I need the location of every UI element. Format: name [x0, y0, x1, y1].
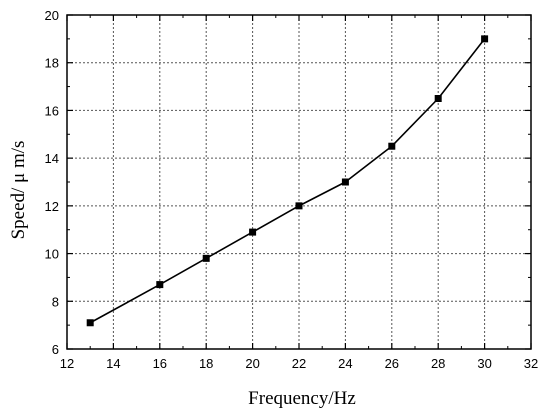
x-tick-label: 30: [477, 356, 491, 371]
y-tick-label: 12: [45, 199, 59, 214]
x-tick-label: 14: [106, 356, 120, 371]
y-tick-label: 6: [52, 342, 59, 357]
data-point-marker: [249, 228, 257, 236]
data-point-marker: [295, 202, 303, 210]
y-tick-label: 14: [45, 151, 59, 166]
y-tick-label: 20: [45, 8, 59, 23]
x-tick-label: 24: [338, 356, 352, 371]
data-point-marker: [156, 281, 164, 289]
y-tick-label: 16: [45, 103, 59, 118]
x-axis-label: Frequency/Hz: [248, 388, 356, 409]
x-tick-label: 28: [431, 356, 445, 371]
x-tick-label: 16: [153, 356, 167, 371]
x-tick-label: 26: [385, 356, 399, 371]
data-point-marker: [388, 142, 396, 150]
x-tick-label: 18: [199, 356, 213, 371]
data-point-marker: [202, 254, 210, 262]
data-series: [86, 35, 489, 327]
axis-ticks: [66, 14, 532, 350]
x-tick-label: 20: [245, 356, 259, 371]
data-point-marker: [86, 319, 94, 327]
y-tick-label: 18: [45, 56, 59, 71]
tick-labels: 12 14 16 18 20 22 24 26 28 30 32 6 8 10 12 14 16 18 20: [45, 8, 539, 371]
series-line: [89, 38, 486, 324]
data-point-marker: [341, 178, 349, 186]
plot-frame: [66, 14, 532, 350]
x-tick-label: 22: [292, 356, 306, 371]
grid-lines: [67, 15, 531, 349]
data-point-marker: [481, 35, 489, 43]
y-tick-label: 8: [52, 294, 59, 309]
y-tick-label: 10: [45, 247, 59, 262]
y-axis-label: Speed/ μ m/s: [8, 141, 29, 240]
x-tick-label: 12: [60, 356, 74, 371]
data-point-marker: [434, 95, 442, 102]
x-tick-label: 32: [524, 356, 538, 371]
